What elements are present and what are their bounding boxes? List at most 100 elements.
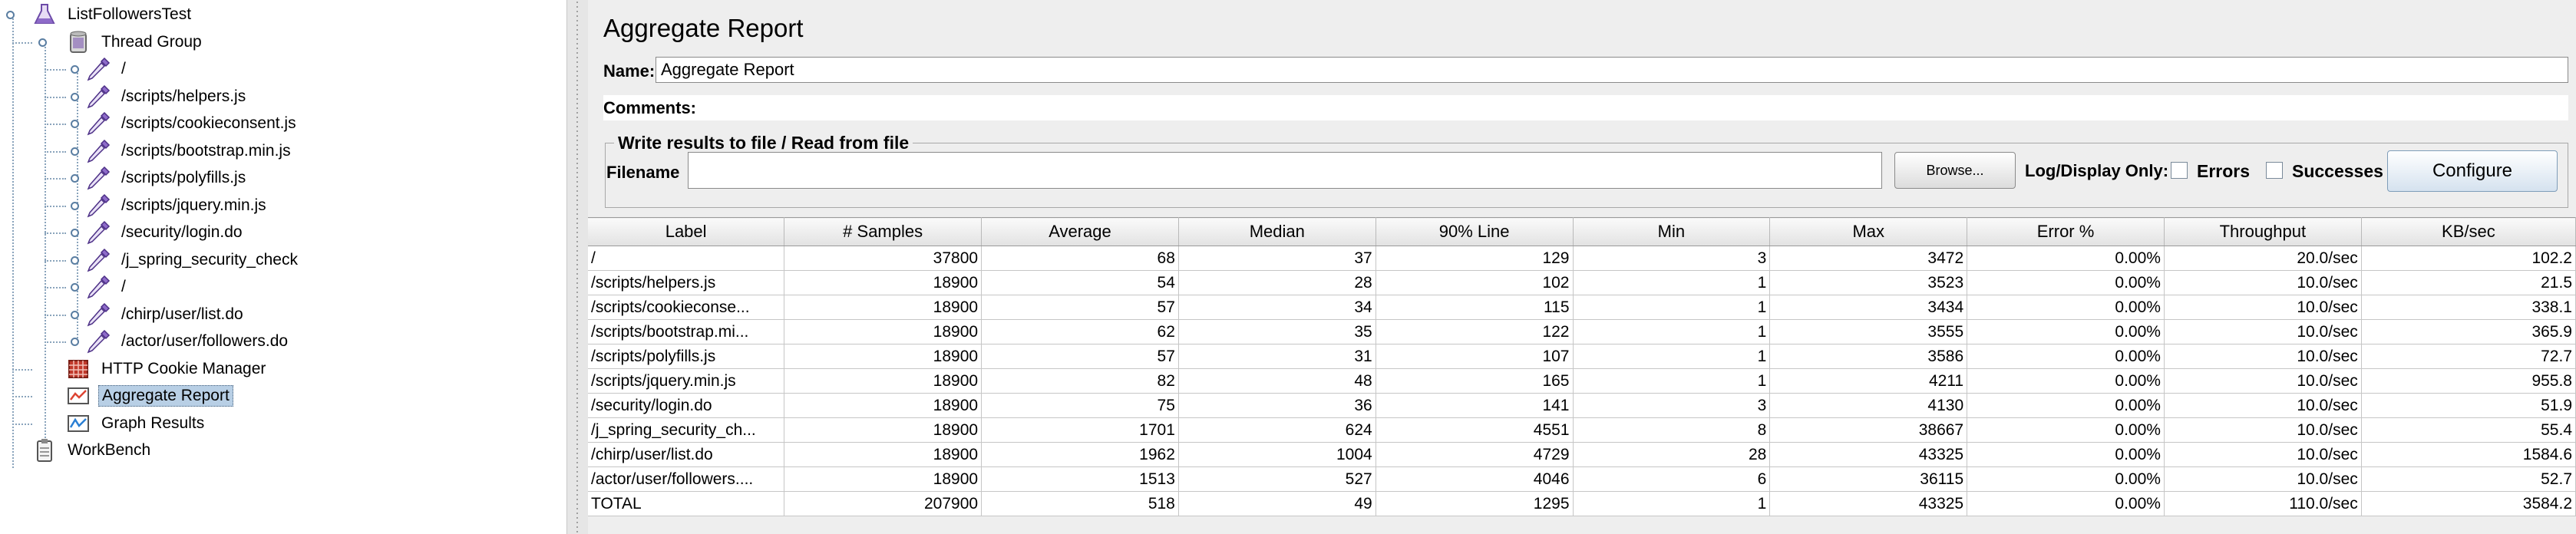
table-cell: 72.7	[2361, 344, 2576, 369]
spool-icon	[64, 29, 92, 55]
tree-node[interactable]: /scripts/jquery.min.js	[84, 193, 269, 219]
table-row[interactable]: /j_spring_security_ch... 18900 1701 624 4551…	[588, 417, 2576, 443]
tree-node[interactable]: ListFollowersTest	[31, 2, 194, 28]
tree-node[interactable]: /scripts/bootstrap.min.js	[84, 138, 294, 164]
tree-node[interactable]: /	[84, 56, 129, 82]
tree-expand-toggle[interactable]	[38, 38, 47, 47]
tree-leaf-knob	[71, 174, 79, 183]
log-display-label: Log/Display Only:	[2025, 161, 2169, 180]
table-row[interactable]: /scripts/polyfills.js 18900 57 31 107 1 3586 0.…	[588, 344, 2576, 369]
table-cell: 6	[1573, 466, 1771, 492]
tree-node[interactable]: HTTP Cookie Manager	[64, 356, 269, 382]
tree-node-label: /chirp/user/list.do	[121, 305, 243, 323]
table-cell: 62	[981, 319, 1179, 344]
tree-node[interactable]: /j_spring_security_check	[84, 247, 301, 273]
table-cell: 75	[981, 393, 1179, 418]
tree-node[interactable]: Graph Results	[64, 410, 207, 437]
tree-leaf-knob	[71, 310, 79, 319]
filename-input[interactable]	[688, 152, 1882, 189]
tree-leaf-knob	[71, 229, 79, 237]
column-header[interactable]: Error %	[1967, 217, 2165, 246]
splitter-handle[interactable]	[566, 0, 590, 534]
successes-label[interactable]: Successes	[2292, 161, 2383, 181]
table-total-row[interactable]: TOTAL 207900 518 49 1295 1 43325 0.00% 110.0/sec…	[588, 491, 2576, 516]
column-header[interactable]: Max	[1769, 217, 1968, 246]
table-cell: 141	[1376, 393, 1574, 418]
table-cell: 48	[1178, 368, 1376, 394]
column-header[interactable]: Throughput	[2164, 217, 2362, 246]
table-row[interactable]: /scripts/helpers.js 18900 54 28 102 1 3523 0.00…	[588, 270, 2576, 295]
errors-checkbox[interactable]	[2171, 162, 2188, 179]
column-header[interactable]: Label	[588, 217, 785, 246]
column-header[interactable]: # Samples	[784, 217, 983, 246]
table-row[interactable]: /37800 68 37 129 3 3472 0.00% 20.0/sec 102.2	[588, 246, 2576, 271]
test-plan-tree[interactable]: ListFollowersTest Thread Group / /scripts/h…	[0, 0, 566, 534]
configure-button[interactable]: Configure	[2387, 150, 2558, 192]
table-cell: /	[588, 246, 785, 271]
table-row[interactable]: /scripts/cookieconse... 18900 57 34 115 1 3434…	[588, 295, 2576, 320]
table-cell: 1004	[1178, 442, 1376, 467]
tree-expand-toggle[interactable]	[6, 11, 15, 19]
comments-label: Comments:	[603, 98, 697, 117]
name-field[interactable]: Aggregate Report	[656, 57, 2568, 83]
tree-node[interactable]: /security/login.do	[84, 219, 246, 246]
tree-node[interactable]: /scripts/helpers.js	[84, 84, 249, 110]
tree-leaf-knob	[71, 201, 79, 210]
tree-line-root	[12, 15, 14, 468]
column-header[interactable]: KB/sec	[2361, 217, 2576, 246]
table-cell: 3584.2	[2361, 491, 2576, 516]
errors-label[interactable]: Errors	[2197, 161, 2251, 181]
table-row[interactable]: /actor/user/followers.... 18900 1513 527 404…	[588, 466, 2576, 492]
pipette-icon	[84, 274, 112, 300]
file-group-box	[605, 143, 2568, 208]
table-cell: 38667	[1769, 417, 1968, 443]
tree-node[interactable]: Aggregate Report	[64, 383, 233, 409]
table-row[interactable]: /security/login.do 18900 75 36 141 3 4130 0.00%…	[588, 393, 2576, 418]
tree-node[interactable]: /scripts/cookieconsent.js	[84, 110, 299, 137]
tree-leaf-knob	[71, 92, 79, 101]
table-cell: 10.0/sec	[2164, 442, 2362, 467]
table-row[interactable]: /scripts/jquery.min.js 18900 82 48 165 1 4211 0…	[588, 368, 2576, 394]
column-header[interactable]: Average	[981, 217, 1179, 246]
table-cell: 68	[981, 246, 1179, 271]
tree-branch-line	[45, 232, 66, 234]
tree-node[interactable]: WorkBench	[31, 437, 154, 463]
tree-leaf-knob	[71, 283, 79, 292]
table-cell: 3	[1573, 246, 1771, 271]
table-cell: 0.00%	[1967, 270, 2165, 295]
column-header[interactable]: Min	[1573, 217, 1771, 246]
column-header[interactable]: Median	[1178, 217, 1376, 246]
table-cell: 129	[1376, 246, 1574, 271]
table-header-row: Label # Samples Average Median 90% Line Min Ma…	[588, 217, 2576, 246]
tree-branch-line	[45, 150, 66, 153]
tree-leaf-knob	[71, 147, 79, 156]
pipette-icon	[84, 165, 112, 191]
table-cell: 18900	[784, 344, 983, 369]
table-cell: 1584.6	[2361, 442, 2576, 467]
table-cell: 18900	[784, 270, 983, 295]
results-table[interactable]: Label # Samples Average Median 90% Line Min Ma…	[588, 217, 2576, 516]
tree-node-label: /scripts/jquery.min.js	[121, 196, 266, 214]
column-header[interactable]: 90% Line	[1376, 217, 1574, 246]
tree-node[interactable]: /chirp/user/list.do	[84, 302, 246, 328]
tree-node[interactable]: Thread Group	[64, 29, 205, 55]
table-cell: 1	[1573, 295, 1771, 320]
name-label: Name:	[603, 61, 656, 81]
pipette-icon	[84, 56, 112, 82]
tree-branch-line	[45, 287, 66, 288]
browse-button[interactable]: Browse...	[1894, 152, 2016, 189]
pipette-icon	[84, 247, 112, 273]
table-cell: 10.0/sec	[2164, 270, 2362, 295]
table-cell: 527	[1178, 466, 1376, 492]
table-cell: 102	[1376, 270, 1574, 295]
tree-node[interactable]: /scripts/polyfills.js	[84, 165, 249, 191]
successes-checkbox[interactable]	[2266, 162, 2283, 179]
table-row[interactable]: /scripts/bootstrap.mi... 18900 62 35 122 1 355…	[588, 319, 2576, 344]
tree-leaf-knob	[71, 120, 79, 128]
tree-node[interactable]: /	[84, 274, 129, 300]
pipette-icon	[84, 219, 112, 246]
table-cell: 1	[1573, 491, 1771, 516]
comments-field[interactable]	[603, 95, 2568, 120]
tree-node[interactable]: /actor/user/followers.do	[84, 328, 291, 354]
table-row[interactable]: /chirp/user/list.do 18900 1962 1004 4729 28 43…	[588, 442, 2576, 467]
